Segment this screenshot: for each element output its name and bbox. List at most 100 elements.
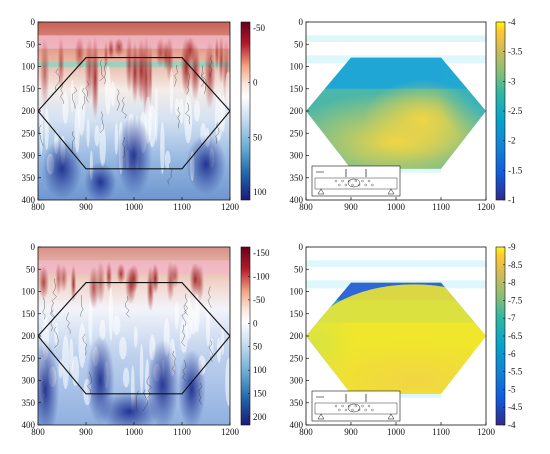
contour-line bbox=[185, 102, 191, 125]
strain-gap bbox=[119, 336, 127, 360]
contour-line bbox=[60, 82, 64, 104]
y-tick-label: 150 bbox=[22, 84, 36, 94]
strain-streak bbox=[151, 263, 160, 295]
strain-streak bbox=[116, 263, 126, 285]
strain-gap bbox=[205, 302, 211, 347]
panel-a: 800 900 1000 1100 12000501001502002503003504… bbox=[22, 17, 268, 212]
strain-gap bbox=[139, 343, 144, 395]
strain-gap bbox=[62, 91, 69, 124]
contour-line bbox=[80, 295, 84, 317]
strain-blob-compression bbox=[99, 391, 160, 425]
y-tick-label: 0 bbox=[299, 242, 304, 252]
x-tick-label: 1100 bbox=[173, 202, 191, 212]
colorbar-tick-label: -100 bbox=[253, 271, 270, 281]
colorbar-tick-label: -5.5 bbox=[508, 367, 523, 377]
strain-gap bbox=[88, 297, 93, 346]
edge-band bbox=[306, 260, 486, 268]
strain-gap bbox=[122, 367, 130, 388]
strain-gap bbox=[148, 104, 157, 148]
hexagon-outline bbox=[38, 57, 230, 170]
colorbar-tick-label: -2.5 bbox=[508, 106, 523, 116]
strain-gap bbox=[184, 95, 193, 144]
contour-line bbox=[201, 72, 207, 94]
panel-d: 800 900 1000 1100 1200 0 50 100 150 200 250 300 350 4… bbox=[290, 242, 523, 437]
strain-streak bbox=[105, 261, 112, 292]
x-tick-label: 900 bbox=[344, 202, 358, 212]
hexagon-outline bbox=[38, 282, 230, 395]
colorbar-tick-label: 100 bbox=[253, 365, 267, 375]
top-band bbox=[38, 35, 230, 49]
x-tick-label: 900 bbox=[344, 427, 358, 437]
contour-line bbox=[82, 87, 86, 110]
beam-inset bbox=[311, 390, 401, 422]
strain-streak bbox=[214, 37, 220, 72]
region-marker bbox=[347, 403, 361, 413]
strain-gap bbox=[78, 85, 85, 136]
contour-line bbox=[41, 380, 48, 403]
strain-streak bbox=[91, 35, 99, 120]
plot-area bbox=[38, 22, 230, 200]
colorbar-tick-label: -7.5 bbox=[508, 295, 523, 305]
strain-gap bbox=[194, 295, 200, 334]
x-tick-label: 1200 bbox=[221, 202, 240, 212]
sensor-dot bbox=[367, 404, 371, 408]
y-tick-label: 250 bbox=[290, 128, 304, 138]
plot-area bbox=[306, 247, 486, 425]
contour-line bbox=[85, 80, 90, 103]
sensor-dot bbox=[357, 408, 361, 412]
x-tick-label: 1200 bbox=[477, 427, 496, 437]
strain-gap bbox=[225, 357, 230, 406]
colorbar-tick-label: -4 bbox=[508, 420, 516, 430]
contour-line bbox=[38, 124, 44, 147]
y-tick-label: 400 bbox=[290, 195, 304, 205]
y-tick-label: 350 bbox=[22, 173, 36, 183]
contour-line bbox=[122, 136, 126, 159]
y-tick-label: 100 bbox=[290, 62, 304, 72]
y-tick-label: 200 bbox=[22, 331, 36, 341]
sensor-dot bbox=[371, 408, 374, 412]
x-tick-label: 800 bbox=[299, 202, 313, 212]
contour-line bbox=[53, 326, 59, 349]
contour-line bbox=[215, 121, 220, 144]
strain-gap bbox=[112, 315, 121, 336]
contour-line bbox=[174, 65, 179, 87]
sensor-dot bbox=[334, 404, 338, 408]
y-tick-label: 250 bbox=[290, 353, 304, 363]
strain-gap bbox=[160, 121, 165, 175]
strain-gap bbox=[44, 107, 49, 151]
strain-streak bbox=[148, 41, 153, 108]
colorbar-tick-label: -50 bbox=[253, 23, 265, 33]
sensor-dot bbox=[371, 183, 374, 187]
support bbox=[317, 413, 325, 420]
strain-gap bbox=[221, 328, 225, 355]
beam-body bbox=[314, 402, 398, 415]
sensor-dot bbox=[341, 404, 344, 408]
strain-gap bbox=[105, 65, 111, 116]
strain-gap bbox=[221, 95, 226, 132]
strain-blob-compression bbox=[42, 138, 82, 199]
sensor-dot bbox=[364, 183, 367, 187]
strain-gap bbox=[133, 326, 138, 348]
sensor-dot bbox=[354, 404, 357, 408]
contour-line bbox=[86, 371, 92, 394]
contour-line bbox=[167, 162, 173, 185]
colorbar-tick-label: 200 bbox=[253, 412, 267, 422]
sensor-dot bbox=[344, 183, 348, 187]
y-tick-label: 100 bbox=[22, 287, 36, 297]
strain-streak bbox=[103, 40, 109, 70]
x-tick-label: 1200 bbox=[221, 427, 240, 437]
sensor-dot bbox=[338, 183, 341, 187]
strain-streak bbox=[74, 37, 85, 71]
x-tick-label: 800 bbox=[31, 202, 45, 212]
strain-gap bbox=[108, 287, 113, 341]
contour-line bbox=[82, 333, 87, 356]
x-tick-label: 800 bbox=[299, 427, 313, 437]
sensor-dot bbox=[348, 404, 351, 408]
strain-blob-compression bbox=[186, 134, 226, 195]
y-tick-label: 0 bbox=[31, 17, 36, 27]
contour-line bbox=[49, 299, 55, 322]
y-tick-label: 400 bbox=[290, 420, 304, 430]
strain-streak bbox=[59, 264, 68, 293]
sensor-dot bbox=[367, 179, 371, 183]
